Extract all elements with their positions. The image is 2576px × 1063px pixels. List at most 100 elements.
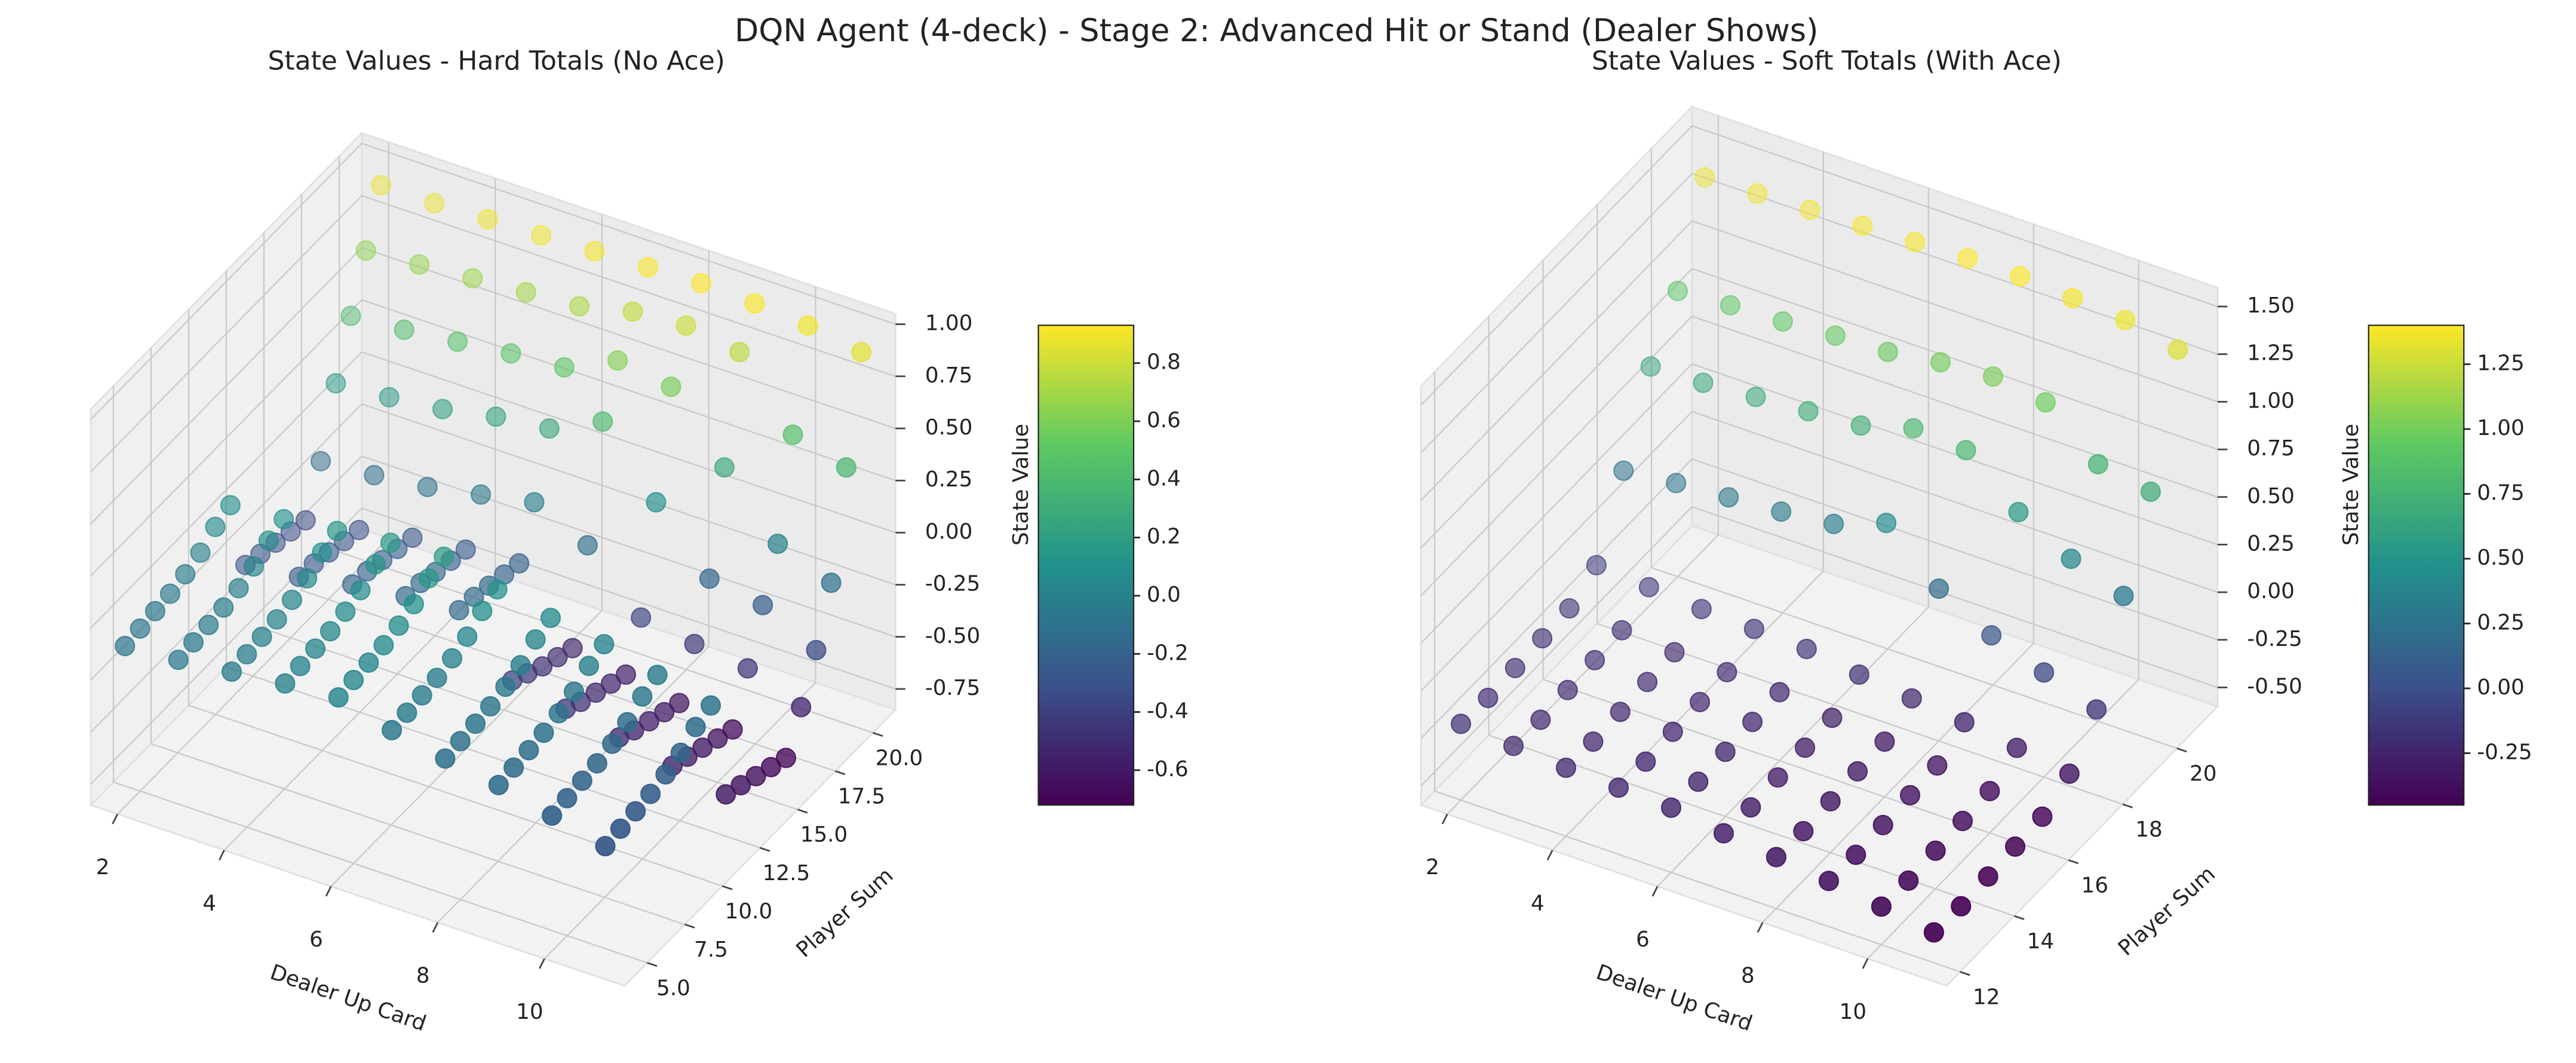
x-tick-label: 4 <box>202 892 216 916</box>
data-point <box>1847 761 1868 782</box>
grid-line <box>90 299 896 577</box>
data-point <box>364 465 385 486</box>
data-point <box>274 508 294 529</box>
data-point <box>1638 577 1659 598</box>
data-point <box>1635 751 1656 772</box>
grid-line <box>544 286 816 960</box>
z-axis-label: State Value <box>1009 424 1033 546</box>
y-tick <box>873 732 883 737</box>
data-point <box>2061 549 2081 569</box>
data-point <box>402 527 423 548</box>
y-tick-label: 18 <box>2135 817 2162 842</box>
data-point <box>441 648 462 669</box>
data-point <box>699 568 720 589</box>
z-tick-label: -0.50 <box>2247 674 2302 699</box>
data-point <box>350 580 371 601</box>
data-point <box>722 719 743 740</box>
data-point <box>594 634 615 655</box>
data-point <box>714 457 735 478</box>
data-point <box>1743 618 1764 639</box>
data-point <box>760 756 781 777</box>
data-point <box>1846 844 1866 865</box>
x-tick <box>1651 886 1659 897</box>
data-point <box>228 578 249 599</box>
data-point <box>237 644 257 664</box>
grid-line <box>90 507 896 785</box>
data-point <box>539 418 560 439</box>
data-point <box>340 305 361 326</box>
data-point <box>730 774 751 796</box>
data-point <box>403 593 424 615</box>
data-point <box>1740 797 1761 818</box>
data-point <box>1850 415 1871 436</box>
data-point <box>569 296 590 317</box>
data-point <box>190 542 211 563</box>
data-point <box>205 516 226 537</box>
x-tick-label: 10 <box>516 1000 543 1024</box>
data-point <box>266 609 287 630</box>
data-point <box>1667 280 1688 302</box>
data-point <box>584 241 605 262</box>
colorbar <box>1037 324 1135 806</box>
data-point <box>1715 742 1736 762</box>
y-tick <box>2176 748 2187 753</box>
data-point <box>744 293 765 314</box>
data-point <box>449 600 469 621</box>
data-point <box>1818 871 1839 892</box>
data-point <box>1611 620 1632 641</box>
z-tick-label: 0.50 <box>2247 484 2295 508</box>
data-point <box>2113 586 2134 606</box>
chart-title: State Values - Hard Totals (No Ace) <box>268 45 724 76</box>
data-point <box>2140 481 2161 503</box>
data-point <box>729 342 750 363</box>
figure-title: DQN Agent (4-deck) - Stage 2: Advanced H… <box>735 13 1818 49</box>
data-point <box>1772 311 1794 332</box>
data-point <box>373 635 394 655</box>
data-point <box>455 539 476 560</box>
data-point <box>1503 736 1524 756</box>
data-point <box>412 685 432 706</box>
data-point <box>1877 341 1898 363</box>
grid-line <box>1420 506 2218 787</box>
data-point <box>281 589 302 610</box>
data-point <box>381 719 403 740</box>
data-point <box>397 702 417 723</box>
data-point <box>320 621 340 642</box>
data-point <box>501 343 521 364</box>
data-point <box>655 764 676 785</box>
data-point <box>542 805 563 826</box>
data-point <box>607 350 628 371</box>
data-point <box>213 597 234 618</box>
data-point <box>1954 712 1975 733</box>
data-point <box>610 818 631 839</box>
data-point <box>1662 721 1683 742</box>
data-point <box>462 268 483 289</box>
data-point <box>326 373 346 394</box>
data-point <box>625 801 646 822</box>
data-point <box>1900 785 1921 805</box>
data-point <box>578 655 600 676</box>
data-point <box>525 629 546 650</box>
data-point <box>557 788 578 808</box>
z-tick-label: 0.25 <box>2247 531 2295 556</box>
data-point <box>183 632 204 653</box>
y-tick-label: 5.0 <box>656 976 690 1000</box>
data-point <box>1767 767 1788 788</box>
x-tick-label: 6 <box>1636 927 1650 952</box>
data-point <box>1766 847 1787 868</box>
data-point <box>1613 460 1634 481</box>
z-tick-label: -0.50 <box>925 624 980 648</box>
data-point <box>782 424 803 445</box>
data-point <box>1660 797 1682 818</box>
data-point <box>518 740 539 761</box>
data-point <box>380 532 401 553</box>
colorbar-tick-label: 0.8 <box>1147 350 1181 375</box>
x-tick-label: 6 <box>309 927 323 952</box>
data-point <box>1585 650 1605 670</box>
data-point <box>554 357 575 378</box>
z-tick-label: -0.75 <box>925 676 980 700</box>
data-point <box>1903 418 1924 439</box>
y-tick-label: 7.5 <box>694 938 728 962</box>
grid-line <box>1420 125 2218 406</box>
z-tick-label: 0.00 <box>2247 579 2295 604</box>
